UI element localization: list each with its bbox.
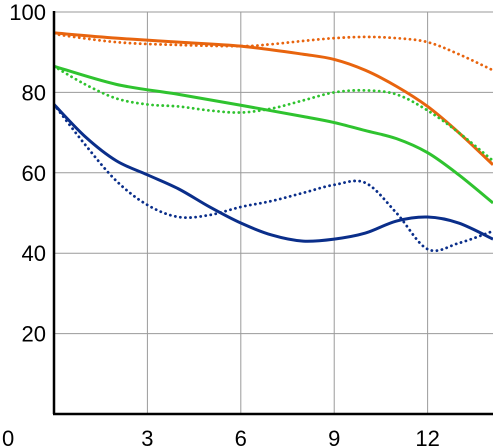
series-line-6-dotted [54, 103, 493, 253]
y-tick-label-20: 20 [22, 322, 46, 347]
grid [54, 11, 493, 414]
series-line-2-dotted [54, 32, 493, 72]
axes [52, 11, 493, 416]
x-tick-label-12: 12 [415, 426, 439, 448]
y-tick-label-60: 60 [22, 161, 46, 186]
y-tick-label-100: 100 [9, 0, 46, 25]
x-tick-label-0: 0 [2, 426, 14, 448]
series-line-1-solid [54, 31, 493, 166]
x-tick-label-6: 6 [235, 426, 247, 448]
y-tick-label-40: 40 [22, 241, 46, 266]
tick-labels: 20 40 60 80 100 0 3 6 9 12 [2, 0, 440, 448]
x-tick-label-3: 3 [141, 426, 153, 448]
series-line-3-solid [54, 64, 493, 205]
y-tick-label-80: 80 [22, 80, 46, 105]
series-lines [54, 31, 493, 253]
series-line-4-dotted [54, 64, 493, 163]
series-line-5-solid [54, 103, 493, 243]
x-tick-label-9: 9 [328, 426, 340, 448]
